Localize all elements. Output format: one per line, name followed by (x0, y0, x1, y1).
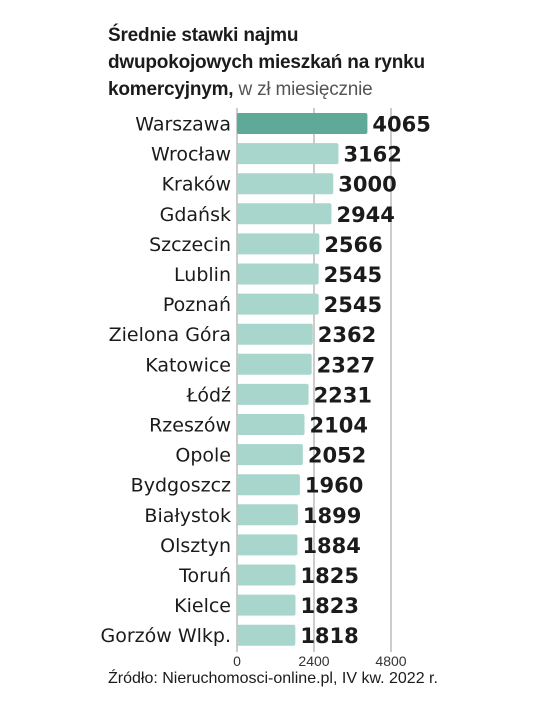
source-note: Źródło: Nieruchomosci-online.pl, IV kw. … (108, 670, 438, 687)
value-label-0: 4065 (372, 113, 430, 137)
bar-11 (237, 444, 303, 466)
chart-title-text: Średnie stawki najmu dwupokojowych miesz… (108, 25, 425, 100)
chart-title: Średnie stawki najmu dwupokojowych miesz… (108, 22, 448, 103)
bar-12 (237, 474, 300, 496)
value-label-16: 1823 (300, 594, 358, 618)
bar-17 (237, 624, 296, 646)
category-label-8: Katowice (145, 354, 231, 376)
value-label-4: 2566 (324, 233, 382, 257)
value-label-2: 3000 (338, 173, 396, 197)
value-label-6: 2545 (324, 293, 382, 317)
value-label-17: 1818 (300, 624, 358, 648)
category-label-0: Warszawa (135, 114, 231, 136)
bar-3 (237, 203, 332, 225)
value-label-11: 2052 (308, 444, 366, 468)
value-label-5: 2545 (324, 263, 382, 287)
category-label-10: Rzeszów (149, 415, 231, 437)
x-tick-label-2: 4800 (375, 653, 406, 669)
bar-7 (237, 323, 313, 345)
bar-6 (237, 293, 319, 315)
bar-5 (237, 263, 319, 285)
bar-8 (237, 353, 312, 375)
value-label-1: 3162 (343, 143, 401, 167)
category-label-15: Toruń (178, 565, 231, 587)
bars (237, 113, 368, 646)
value-label-12: 1960 (305, 474, 363, 498)
x-tick-label-1: 2400 (298, 653, 329, 669)
value-label-3: 2944 (336, 203, 394, 227)
bar-14 (237, 534, 298, 556)
bar-15 (237, 564, 296, 586)
category-label-2: Kraków (162, 174, 231, 196)
value-label-15: 1825 (301, 564, 359, 588)
category-label-9: Łódź (186, 384, 231, 406)
bar-16 (237, 594, 296, 616)
bar-2 (237, 173, 334, 195)
category-label-12: Bydgoszcz (131, 475, 231, 497)
category-label-5: Lublin (174, 264, 231, 286)
category-label-3: Gdańsk (160, 204, 231, 226)
chart-subtitle: w zł miesięcznie (238, 79, 373, 100)
x-tick-label-0: 0 (233, 653, 241, 669)
bar-chart: Warszawa Wrocław Kraków Gdańsk Szczecin Lubli… (100, 108, 431, 669)
value-label-8: 2327 (317, 353, 375, 377)
value-label-14: 1884 (302, 534, 360, 558)
value-labels: 4065 3162 3000 2944 2566 2545 2545 2362 2327 2231… (300, 113, 431, 649)
bar-1 (237, 143, 339, 165)
category-label-1: Wrocław (151, 144, 231, 166)
value-label-10: 2104 (310, 414, 368, 438)
gridlines (236, 108, 392, 652)
bar-4 (237, 233, 320, 255)
x-axis-ticks: 0 2400 4800 (233, 653, 407, 669)
category-label-17: Gorzów Wlkp. (100, 625, 231, 647)
category-label-4: Szczecin (149, 234, 231, 256)
category-labels: Warszawa Wrocław Kraków Gdańsk Szczecin Lubli… (100, 114, 231, 648)
value-label-13: 1899 (303, 504, 361, 528)
category-label-11: Opole (175, 445, 231, 467)
category-label-13: Białystok (144, 505, 231, 527)
bar-10 (237, 414, 305, 435)
value-label-7: 2362 (318, 323, 376, 347)
category-label-16: Kielce (174, 595, 231, 617)
bar-13 (237, 504, 298, 526)
category-label-6: Poznań (163, 294, 231, 316)
bar-0 (237, 113, 368, 134)
category-label-7: Zielona Góra (109, 324, 231, 346)
value-label-9: 2231 (314, 383, 372, 407)
bar-9 (237, 383, 309, 405)
category-label-14: Olsztyn (160, 535, 231, 557)
